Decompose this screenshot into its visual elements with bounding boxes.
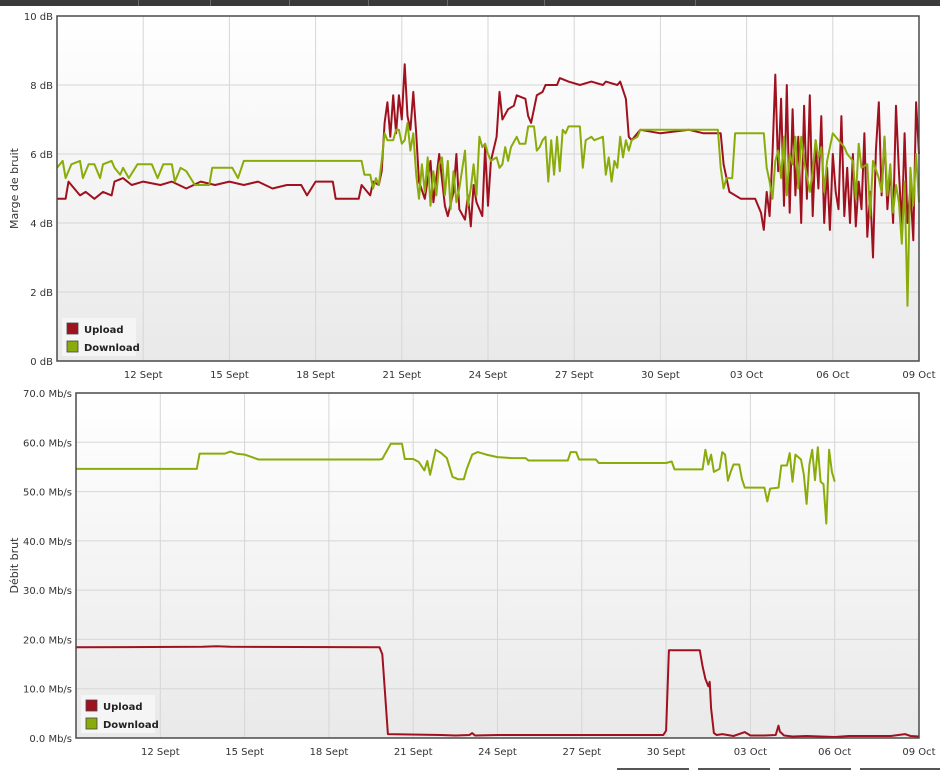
y-tick-label: 4 dB (30, 219, 53, 230)
x-tick-label: 06 Oct (818, 747, 851, 758)
series-line-upload (75, 645, 920, 738)
plot-frame (75, 392, 920, 739)
plot-frame (56, 15, 920, 362)
toolbar-segment[interactable] (211, 0, 290, 6)
bottom-tab[interactable] (860, 768, 940, 775)
series-line-download (56, 121, 920, 307)
legend-swatch-upload[interactable] (66, 322, 79, 335)
y-tick-label: 70.0 Mb/s (23, 389, 72, 400)
bit-rate-chart: 0.0 Mb/s 10.0 Mb/s 20.0 Mb/s 30.0 Mb/s 40.0 … (8, 389, 936, 758)
x-tick-label: 12 Sept (141, 747, 180, 758)
y-tick-label: 10.0 Mb/s (23, 685, 72, 696)
legend-label-upload[interactable]: Upload (84, 325, 123, 336)
x-tick-label: 12 Sept (124, 370, 163, 381)
noise-margin-chart: 0 dB 2 dB 4 dB 6 dB 8 dB 10 dB 12 Sept 15 Sept 1… (8, 12, 936, 381)
y-tick-label: 40.0 Mb/s (23, 537, 72, 548)
x-tick-label: 06 Oct (816, 370, 849, 381)
x-tick-label: 27 Sept (555, 370, 594, 381)
legend: Upload Download (62, 318, 140, 356)
x-tick-label: 18 Sept (296, 370, 335, 381)
x-tick-label: 24 Sept (478, 747, 517, 758)
top-toolbar-strip (0, 0, 940, 6)
x-tick-label: 24 Sept (469, 370, 508, 381)
y-tick-label: 6 dB (30, 150, 53, 161)
x-tick-label: 30 Sept (641, 370, 680, 381)
toolbar-segment[interactable] (0, 0, 139, 6)
bottom-tab[interactable] (617, 768, 689, 775)
x-tick-label: 21 Sept (394, 747, 433, 758)
y-tick-label: 0.0 Mb/s (29, 734, 72, 745)
x-tick-label: 15 Sept (225, 747, 264, 758)
legend-label-download[interactable]: Download (103, 720, 159, 731)
y-tick-label: 2 dB (30, 288, 53, 299)
y-tick-label: 10 dB (24, 12, 53, 23)
y-axis-label: Marge de bruit (8, 147, 21, 229)
legend-swatch-download[interactable] (85, 717, 98, 730)
series-line-download (76, 442, 836, 525)
bottom-tab[interactable] (779, 768, 851, 775)
y-tick-label: 60.0 Mb/s (23, 438, 72, 449)
toolbar-segment[interactable] (369, 0, 448, 6)
y-tick-label: 0 dB (30, 357, 53, 368)
x-tick-label: 09 Oct (902, 747, 935, 758)
x-tick-label: 21 Sept (382, 370, 421, 381)
toolbar-segment[interactable] (139, 0, 211, 6)
y-axis-label: Débit brut (8, 537, 21, 594)
x-tick-label: 30 Sept (647, 747, 686, 758)
y-tick-label: 20.0 Mb/s (23, 635, 72, 646)
toolbar-segment[interactable] (545, 0, 696, 6)
y-tick-label: 8 dB (30, 81, 53, 92)
y-tick-label: 50.0 Mb/s (23, 488, 72, 499)
legend-label-upload[interactable]: Upload (103, 702, 142, 713)
x-tick-label: 27 Sept (562, 747, 601, 758)
x-tick-label: 03 Oct (734, 747, 767, 758)
y-tick-label: 30.0 Mb/s (23, 586, 72, 597)
toolbar-segment[interactable] (448, 0, 545, 6)
x-tick-label: 09 Oct (902, 370, 935, 381)
legend: Upload Download (81, 695, 159, 733)
series-line-upload (57, 63, 920, 259)
legend-swatch-upload[interactable] (85, 699, 98, 712)
x-tick-label: 15 Sept (210, 370, 249, 381)
legend-swatch-download[interactable] (66, 340, 79, 353)
legend-label-download[interactable]: Download (84, 343, 140, 354)
bottom-tab[interactable] (698, 768, 770, 775)
x-tick-label: 18 Sept (310, 747, 349, 758)
toolbar-segment[interactable] (290, 0, 369, 6)
x-tick-label: 03 Oct (730, 370, 763, 381)
